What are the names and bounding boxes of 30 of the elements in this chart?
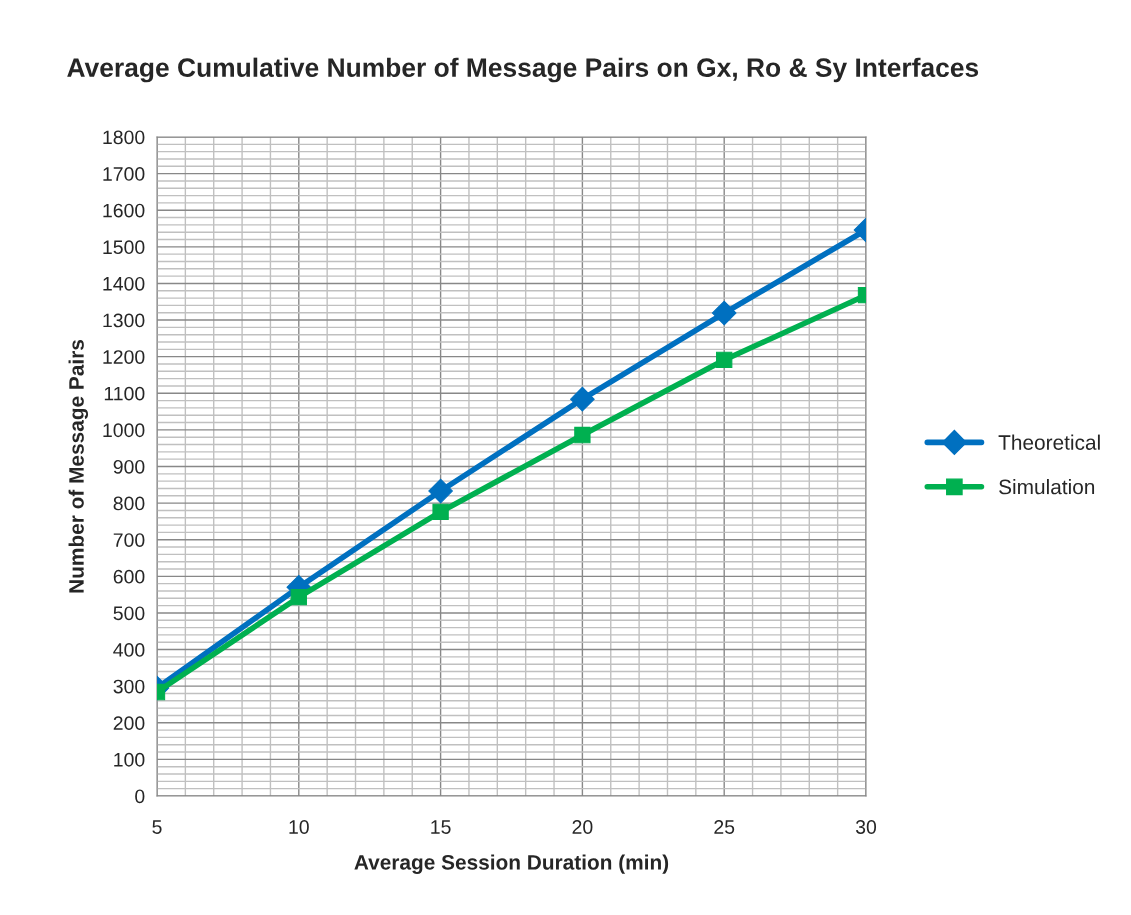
y-tick-label: 700 <box>113 533 145 547</box>
x-tick-label: 15 <box>431 820 451 834</box>
y-tick-label: 600 <box>113 569 145 584</box>
x-tick-label: 10 <box>289 820 309 834</box>
chart-title: Average Cumulative Number of Message Pairs on Gx, Ro & Sy Interfaces <box>67 57 979 83</box>
y-tick-label: 1000 <box>103 423 145 438</box>
y-tick-label: 100 <box>114 752 145 767</box>
x-tick-label: 5 <box>152 820 162 834</box>
x-tick-label: 25 <box>714 820 735 834</box>
y-tick-label: 1300 <box>103 313 145 328</box>
y-tick-label: 1100 <box>104 386 145 401</box>
y-tick-label: 1400 <box>103 276 145 291</box>
x-axis-title: Average Session Duration (min) <box>354 854 669 874</box>
y-axis-title: Number of Message Pairs <box>68 339 89 593</box>
y-tick-label: 300 <box>113 679 145 694</box>
y-tick-label: 1700 <box>103 167 145 181</box>
y-tick-label: 0 <box>135 789 145 804</box>
y-tick-label: 900 <box>113 459 145 474</box>
y-tick-label: 400 <box>113 643 145 657</box>
y-tick-label: 1200 <box>103 350 145 364</box>
legend-label: Theoretical <box>998 434 1100 450</box>
y-tick-label: 1800 <box>103 130 145 145</box>
y-tick-label: 1500 <box>103 240 145 255</box>
y-tick-label: 800 <box>113 496 145 511</box>
x-tick-label: 20 <box>572 820 593 834</box>
y-tick-label: 1600 <box>103 203 145 218</box>
y-tick-label: 500 <box>113 606 145 621</box>
x-tick-label: 30 <box>855 820 877 834</box>
legend-label: Simulation <box>999 479 1095 495</box>
y-tick-label: 200 <box>113 716 145 731</box>
